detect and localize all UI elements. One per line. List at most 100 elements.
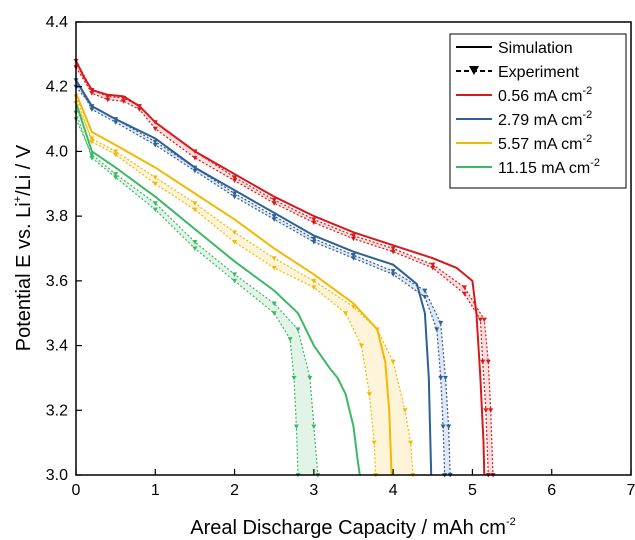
experiment-marker-0.56	[480, 359, 486, 365]
experiment-marker-0.56	[390, 249, 396, 255]
experiment-marker-2.79	[192, 165, 198, 171]
experiment-marker-0.56	[89, 91, 95, 96]
experiment-marker-11.15	[192, 240, 198, 245]
legend-series-entries: 0.56 mA cm-2 2.79 mA cm-2 5.57 mA cm-2 11.1…	[456, 85, 600, 177]
experiment-marker-5.57	[271, 256, 277, 261]
experiment-marker-5.57	[113, 152, 119, 158]
y-tick-label: 3.4	[46, 338, 68, 355]
experiment-marker-11.15	[232, 272, 238, 277]
simulation-line-2.79	[75, 79, 433, 476]
experiment-marker-0.56	[89, 87, 95, 93]
experiment-marker-0.56	[430, 262, 436, 268]
experiment-marker-11.15	[113, 175, 119, 180]
experiment-marker-11.15	[287, 337, 293, 342]
experiment-marker-5.57	[311, 278, 317, 284]
experiment-marker-0.56	[271, 197, 277, 203]
experiment-marker-5.57	[232, 240, 238, 245]
y-axis-title: Potential E vs. Li+/Li / V	[12, 144, 35, 351]
experiment-marker-11.15	[232, 278, 238, 284]
experiment-marker-2.79	[438, 320, 444, 326]
experiment-marker-2.79	[442, 375, 448, 381]
simulation-line-5.57	[75, 92, 393, 476]
experiment-spread-5.57	[76, 96, 413, 476]
x-tick-label: 0	[72, 482, 81, 499]
experiment-marker-0.56	[390, 246, 396, 251]
simulation-line-0.56	[75, 60, 486, 476]
experiment-marker-2.79	[271, 214, 277, 219]
experiment-marker-11.15	[291, 375, 297, 381]
experiment-marker-11.15	[192, 246, 198, 251]
experiment-marker-0.56	[462, 291, 467, 297]
experiment-marker-0.56	[152, 120, 158, 125]
experiment-spread-11.15	[76, 112, 318, 475]
experiment-marker-0.56	[192, 155, 198, 161]
experiment-marker-5.57	[152, 181, 158, 187]
y-tick-label: 4.4	[46, 14, 68, 31]
experiment-low-line-11.15	[75, 112, 299, 476]
experiment-marker-0.56	[105, 94, 111, 99]
experiment-high-line-5.57	[75, 102, 414, 476]
y-tick-label: 4.0	[46, 143, 68, 160]
experiment-marker-11.15	[271, 301, 277, 307]
experiment-marker-2.79	[422, 288, 428, 294]
simulation-line-11.15	[75, 102, 361, 476]
experiment-marker-0.56	[430, 265, 436, 271]
experiment-marker-2.79	[434, 327, 440, 332]
experiment-marker-5.57	[402, 408, 408, 413]
experiment-marker-2.79	[446, 424, 452, 429]
legend-label-2.79: 2.79 mA cm-2	[498, 109, 592, 129]
experiment-marker-11.15	[89, 152, 95, 158]
y-tick-label: 4.2	[46, 79, 68, 96]
y-tick-label: 3.0	[46, 467, 68, 484]
experiment-marker-11.15	[293, 424, 299, 429]
experiment-marker-2.79	[271, 217, 277, 222]
experiment-marker-0.56	[152, 126, 158, 132]
experiment-marker-0.56	[351, 236, 356, 242]
legend-simulation-label: Simulation	[498, 40, 573, 57]
experiment-marker-11.15	[152, 207, 158, 213]
experiment-marker-5.57	[192, 201, 198, 206]
experiment-marker-11.15	[89, 155, 95, 161]
experiment-marker-5.57	[343, 311, 349, 316]
experiment-marker-5.57	[390, 359, 396, 365]
x-tick-label: 1	[151, 482, 160, 499]
experiment-marker-0.56	[462, 285, 467, 290]
legend-box	[449, 33, 627, 189]
experiment-marker-5.57	[366, 392, 372, 397]
experiment-marker-11.15	[113, 172, 119, 177]
experiment-marker-0.56	[311, 220, 317, 226]
experiment-marker-2.79	[422, 295, 428, 300]
legend-experiment-marker	[469, 66, 479, 75]
experiment-marker-11.15	[271, 311, 277, 316]
legend: Simulation Experiment 0.56 mA cm-2 2.79 m…	[449, 33, 627, 189]
x-tick-label: 4	[389, 482, 398, 499]
experiment-marker-0.56	[105, 97, 111, 103]
plot-frame	[75, 21, 632, 476]
x-tick-label: 5	[468, 482, 477, 499]
experiment-marker-11.15	[152, 201, 158, 206]
experiment-marker-11.15	[307, 375, 313, 381]
experiment-marker-2.79	[390, 269, 396, 274]
y-tick-label: 3.2	[46, 402, 68, 419]
experiment-marker-2.79	[390, 272, 396, 277]
legend-label-11.15: 11.15 mA cm-2	[498, 157, 600, 177]
experiment-marker-11.15	[295, 327, 301, 332]
experiment-marker-5.57	[89, 136, 95, 141]
experiment-marker-2.79	[311, 236, 317, 242]
experiment-marker-5.57	[351, 304, 356, 310]
experiment-spread-fills	[76, 60, 493, 476]
experiment-marker-0.56	[477, 317, 483, 323]
experiment-marker-2.79	[152, 139, 158, 145]
experiment-marker-2.79	[351, 256, 356, 261]
experiment-marker-0.56	[483, 408, 489, 413]
experiment-marker-2.79	[351, 252, 356, 258]
experiment-marker-2.79	[113, 120, 119, 125]
experiment-marker-5.57	[271, 265, 277, 271]
legend-experiment-label: Experiment	[498, 64, 579, 81]
experiment-marker-0.56	[271, 201, 277, 206]
experiment-marker-2.79	[113, 117, 119, 122]
experiment-marker-5.57	[232, 230, 238, 235]
x-axis-title: Areal Discharge Capacity / mAh cm-2	[190, 516, 515, 539]
experiment-marker-2.79	[152, 142, 158, 148]
axis-ticks: 0 1 2 3 4 5 6 7 3.0 3.2 3.4 3.6 3.8 4.0 4.2 4.4	[46, 14, 635, 499]
